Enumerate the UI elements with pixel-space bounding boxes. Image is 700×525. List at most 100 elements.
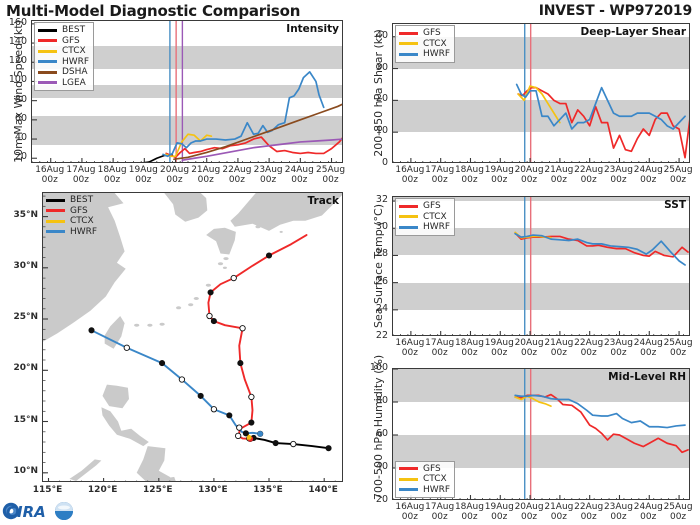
y-tick-label: 160 xyxy=(8,16,27,28)
legend-item-gfs[interactable]: GFS xyxy=(38,36,89,47)
legend-item-gfs[interactable]: GFS xyxy=(399,28,450,39)
x-tick-label: 23Aug 00z xyxy=(603,502,633,523)
legend-swatch-best xyxy=(38,28,57,32)
sst-legend[interactable]: GFS CTCX HWRF xyxy=(395,198,456,236)
island-speck xyxy=(279,230,283,233)
track-legend[interactable]: BEST GFS CTCX HWRF xyxy=(46,195,97,237)
track-marker-filled xyxy=(88,327,95,334)
legend-label: HWRF xyxy=(423,222,451,233)
legend-label: BEST xyxy=(62,25,86,36)
island-speck xyxy=(222,266,227,269)
track-marker-filled xyxy=(242,430,249,437)
x-tick-label: 22Aug 00z xyxy=(574,338,604,359)
legend-item-ctcx[interactable]: CTCX xyxy=(38,46,89,57)
x-tick-label: 21Aug 00z xyxy=(544,502,574,523)
intensity-plot-area[interactable] xyxy=(31,20,343,163)
x-tick-label: 21Aug 00z xyxy=(191,165,221,186)
track-marker-filled xyxy=(248,419,255,426)
legend-swatch-hwrf xyxy=(399,52,418,56)
island-speck xyxy=(188,303,194,307)
x-tick-label: 20Aug 00z xyxy=(514,165,544,186)
legend-label: CTCX xyxy=(62,46,86,57)
legend-item-hwrf[interactable]: HWRF xyxy=(399,485,450,496)
legend-swatch-ctcx xyxy=(38,49,57,53)
legend-label: LGEA xyxy=(62,77,86,88)
legend-swatch-ctcx xyxy=(399,215,418,219)
legend-item-lgea[interactable]: LGEA xyxy=(38,78,89,89)
legend-label: HWRF xyxy=(62,56,90,67)
island-speck xyxy=(147,323,153,327)
x-tick-label: 17Aug 00z xyxy=(425,165,455,186)
landmass-palawan xyxy=(69,459,102,481)
x-tick-label: 20Aug 00z xyxy=(160,165,190,186)
track-marker-open xyxy=(239,325,246,332)
x-tick-label: 24Aug 00z xyxy=(633,338,663,359)
x-tick-label: 22Aug 00z xyxy=(574,502,604,523)
y-tick-label: 20 xyxy=(14,151,27,163)
legend-swatch-gfs xyxy=(399,204,418,208)
current-position-ctcx xyxy=(246,435,252,440)
legend-item-gfs[interactable]: GFS xyxy=(46,206,97,217)
legend-swatch-hwrf xyxy=(46,230,65,234)
x-tick-label: 24Aug 00z xyxy=(633,502,663,523)
y-tick-label: 0 xyxy=(381,157,388,168)
x-tick-label: 18Aug 00z xyxy=(97,165,127,186)
map-lat-label: 25°N xyxy=(13,312,38,323)
track-marker-filled xyxy=(207,289,214,296)
intensity-panel-label: Intensity xyxy=(286,23,339,35)
shear-legend[interactable]: GFS CTCX HWRF xyxy=(395,25,456,63)
track-plot-area[interactable] xyxy=(42,192,343,482)
x-tick-label: 20Aug 00z xyxy=(514,338,544,359)
legend-item-hwrf[interactable]: HWRF xyxy=(38,57,89,68)
x-tick-label: 23Aug 00z xyxy=(253,165,283,186)
legend-item-hwrf[interactable]: HWRF xyxy=(46,227,97,238)
svg-text:CIRA: CIRA xyxy=(6,503,46,521)
track-marker-open xyxy=(178,376,186,383)
legend-item-hwrf[interactable]: HWRF xyxy=(399,222,450,233)
legend-label: CTCX xyxy=(423,211,447,222)
x-tick-label: 19Aug 00z xyxy=(484,502,514,523)
track-marker-filled xyxy=(210,318,217,325)
map-lon-label: 135°E xyxy=(253,485,283,495)
y-tick-label: 22 xyxy=(375,330,388,341)
y-tick-label: 60 xyxy=(375,428,388,439)
legend-item-ctcx[interactable]: CTCX xyxy=(46,216,97,227)
legend-item-gfs[interactable]: GFS xyxy=(399,201,450,212)
intensity-legend[interactable]: BEST GFS CTCX HWRF DSHA LGEA xyxy=(34,22,95,91)
x-tick-label: 18Aug 00z xyxy=(454,165,484,186)
x-tick-label: 23Aug 00z xyxy=(603,338,633,359)
series-dsha xyxy=(173,103,342,161)
legend-item-best[interactable]: BEST xyxy=(46,195,97,206)
map-lon-label: 115°E xyxy=(32,485,63,495)
legend-swatch-hwrf xyxy=(399,225,418,229)
legend-label: CTCX xyxy=(70,216,94,227)
legend-swatch-ctcx xyxy=(46,219,65,223)
x-tick-label: 16Aug 00z xyxy=(395,338,425,359)
x-tick-label: 19Aug 00z xyxy=(484,338,514,359)
y-tick-label: 40 xyxy=(14,132,27,144)
page-title: Multi-Model Diagnostic Comparison xyxy=(6,2,301,20)
legend-item-dsha[interactable]: DSHA xyxy=(38,67,89,78)
series-hwrf xyxy=(162,71,325,158)
series-hwrf xyxy=(515,83,686,130)
track-marker-filled xyxy=(265,252,273,259)
legend-swatch-gfs xyxy=(399,31,418,35)
map-lat-label: 35°N xyxy=(13,209,38,220)
legend-item-gfs[interactable]: GFS xyxy=(399,464,450,475)
legend-item-ctcx[interactable]: CTCX xyxy=(399,474,450,485)
shaded-band xyxy=(393,197,689,202)
shear-panel-label: Deep-Layer Shear xyxy=(580,26,686,38)
legend-swatch-best xyxy=(46,198,65,202)
x-tick-label: 19Aug 00z xyxy=(484,165,514,186)
y-tick-label: 100 xyxy=(8,74,27,86)
legend-item-ctcx[interactable]: CTCX xyxy=(399,39,450,50)
series-lgea xyxy=(181,138,342,162)
track-marker-filled xyxy=(325,445,332,452)
map-lat-label: 30°N xyxy=(13,260,38,271)
legend-item-ctcx[interactable]: CTCX xyxy=(399,212,450,223)
legend-item-hwrf[interactable]: HWRF xyxy=(399,49,450,60)
rh-legend[interactable]: GFS CTCX HWRF xyxy=(395,460,456,498)
y-tick-label: 80 xyxy=(14,93,27,105)
legend-item-best[interactable]: BEST xyxy=(38,25,89,36)
legend-swatch-dsha xyxy=(38,70,57,74)
